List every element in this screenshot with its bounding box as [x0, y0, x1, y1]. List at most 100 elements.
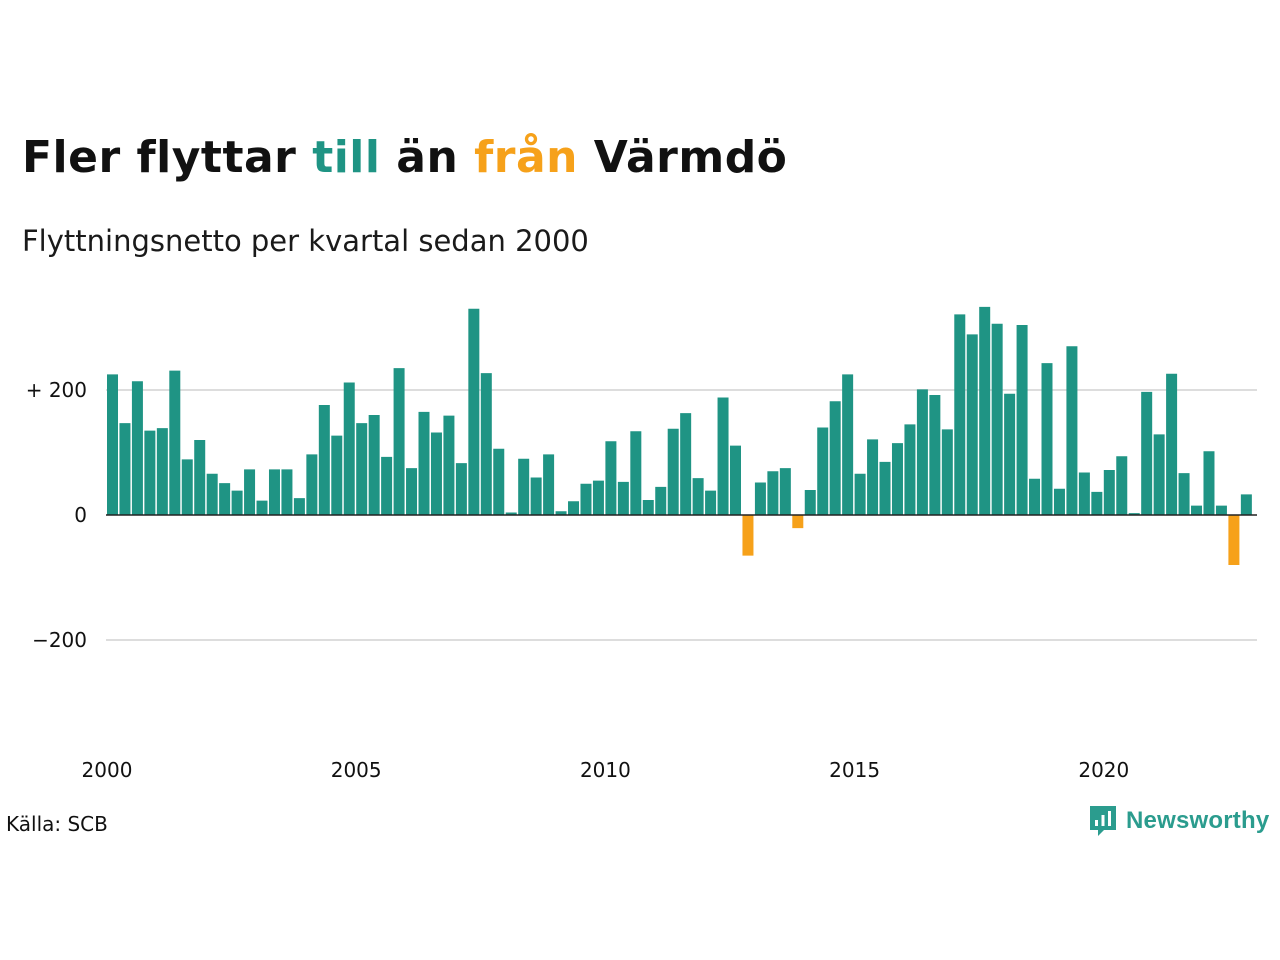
chart-bubble-icon	[1090, 806, 1116, 836]
bar-series	[107, 306, 1252, 565]
bar-2021Q3	[1178, 473, 1190, 516]
bar-2020Q2	[1116, 456, 1128, 515]
bar-2019Q4	[1091, 491, 1103, 516]
bar-2016Q1	[904, 424, 916, 516]
bar-2010Q2	[617, 481, 629, 516]
bar-2007Q3	[480, 373, 492, 516]
bar-2021Q2	[1166, 373, 1178, 515]
y-tick-label: + 200	[26, 378, 87, 402]
bar-2015Q4	[891, 443, 903, 516]
bar-2001Q4	[194, 440, 206, 515]
source-note: Källa: SCB	[6, 812, 108, 836]
bar-2002Q3	[231, 490, 243, 516]
title-word-till: till	[312, 132, 381, 183]
bar-2019Q2	[1066, 346, 1078, 515]
bar-2010Q1	[605, 441, 617, 515]
bar-2004Q1	[306, 454, 318, 516]
bar-2017Q2	[966, 334, 978, 516]
bar-2019Q1	[1053, 488, 1065, 515]
bar-2010Q4	[642, 500, 654, 515]
bar-2009Q3	[580, 483, 592, 515]
bar-2015Q1	[854, 473, 866, 515]
title-part-2: än	[380, 132, 475, 183]
bar-2000Q4	[144, 430, 156, 516]
bar-2000Q2	[119, 423, 131, 516]
chart-subtitle: Flyttningsnetto per kvartal sedan 2000	[22, 224, 589, 258]
newsworthy-logo: Newsworthy	[1088, 804, 1269, 838]
bar-2013Q4	[792, 515, 804, 529]
bar-2020Q1	[1103, 470, 1115, 515]
bar-2019Q3	[1078, 472, 1090, 515]
bar-2015Q3	[879, 461, 891, 516]
bar-2010Q3	[630, 431, 642, 515]
bar-2004Q4	[343, 382, 355, 515]
y-tick-label: −200	[32, 628, 87, 652]
bar-2011Q2	[667, 428, 679, 515]
bar-2000Q1	[107, 374, 118, 516]
bar-2003Q3	[281, 469, 293, 516]
bar-2002Q1	[206, 473, 218, 515]
bar-2012Q4	[742, 515, 754, 556]
bar-2012Q3	[730, 445, 741, 516]
bar-2022Q1	[1203, 451, 1215, 515]
title-word-fran: från	[474, 132, 578, 183]
bar-chart: + 200 0 −200 2000 2005 2010 2015 2020	[26, 306, 1257, 780]
x-tick-label: 2015	[829, 758, 880, 780]
bar-2022Q4	[1240, 494, 1252, 516]
bar-2001Q2	[169, 370, 181, 516]
bar-2003Q2	[268, 469, 280, 516]
bar-2005Q2	[368, 415, 380, 515]
x-tick-label: 2000	[82, 758, 133, 780]
bar-2017Q3	[979, 306, 991, 516]
bar-2006Q4	[443, 415, 455, 516]
bar-2018Q4	[1041, 363, 1053, 516]
bar-2022Q2	[1215, 505, 1227, 516]
bar-2005Q3	[381, 456, 393, 516]
bar-2020Q3	[1128, 513, 1140, 516]
bar-2015Q2	[867, 439, 879, 516]
bar-2018Q1	[1004, 393, 1016, 515]
bar-2002Q4	[244, 469, 256, 516]
bar-2013Q1	[754, 482, 766, 515]
bar-2007Q4	[493, 448, 505, 515]
bar-2021Q4	[1191, 505, 1203, 516]
title-part-1: Fler flyttar	[22, 132, 313, 183]
bar-2008Q2	[518, 458, 530, 515]
bar-2007Q1	[455, 463, 467, 516]
bar-2022Q3	[1228, 515, 1240, 565]
bar-2018Q2	[1016, 325, 1028, 515]
bar-2002Q2	[219, 483, 231, 516]
bar-2017Q1	[954, 314, 966, 516]
bar-2014Q4	[842, 374, 854, 516]
bar-2006Q3	[430, 432, 442, 515]
axis-layer: + 200 0 −200 2000 2005 2010 2015 2020	[26, 378, 1257, 780]
bar-2000Q3	[131, 381, 143, 515]
bar-2014Q1	[804, 490, 816, 515]
bar-2011Q3	[680, 413, 692, 516]
bar-2006Q2	[418, 411, 430, 516]
logo-text: Newsworthy	[1126, 807, 1270, 834]
bar-2011Q4	[692, 478, 704, 516]
bar-2009Q1	[555, 511, 567, 515]
bar-2009Q4	[592, 480, 604, 516]
bar-2013Q2	[767, 471, 779, 515]
bar-2009Q2	[568, 501, 580, 515]
bar-2018Q3	[1029, 478, 1041, 515]
chart-title: Fler flyttar till än från Värmdö	[22, 132, 787, 183]
bar-2012Q1	[705, 490, 717, 516]
bar-2008Q4	[543, 454, 555, 516]
bar-2005Q4	[393, 368, 405, 516]
bar-2016Q3	[929, 395, 941, 515]
title-part-3: Värmdö	[577, 132, 788, 183]
bar-2003Q1	[256, 500, 268, 516]
bar-2013Q3	[779, 468, 791, 516]
bar-2016Q2	[916, 389, 928, 516]
gridlines	[106, 389, 1257, 641]
bar-2006Q1	[406, 468, 418, 516]
bar-2003Q4	[293, 498, 305, 516]
x-tick-label: 2005	[331, 758, 382, 780]
bar-2016Q4	[941, 429, 953, 516]
bar-2008Q1	[505, 512, 517, 515]
bar-2004Q2	[318, 405, 330, 515]
x-tick-label: 2020	[1078, 758, 1129, 780]
